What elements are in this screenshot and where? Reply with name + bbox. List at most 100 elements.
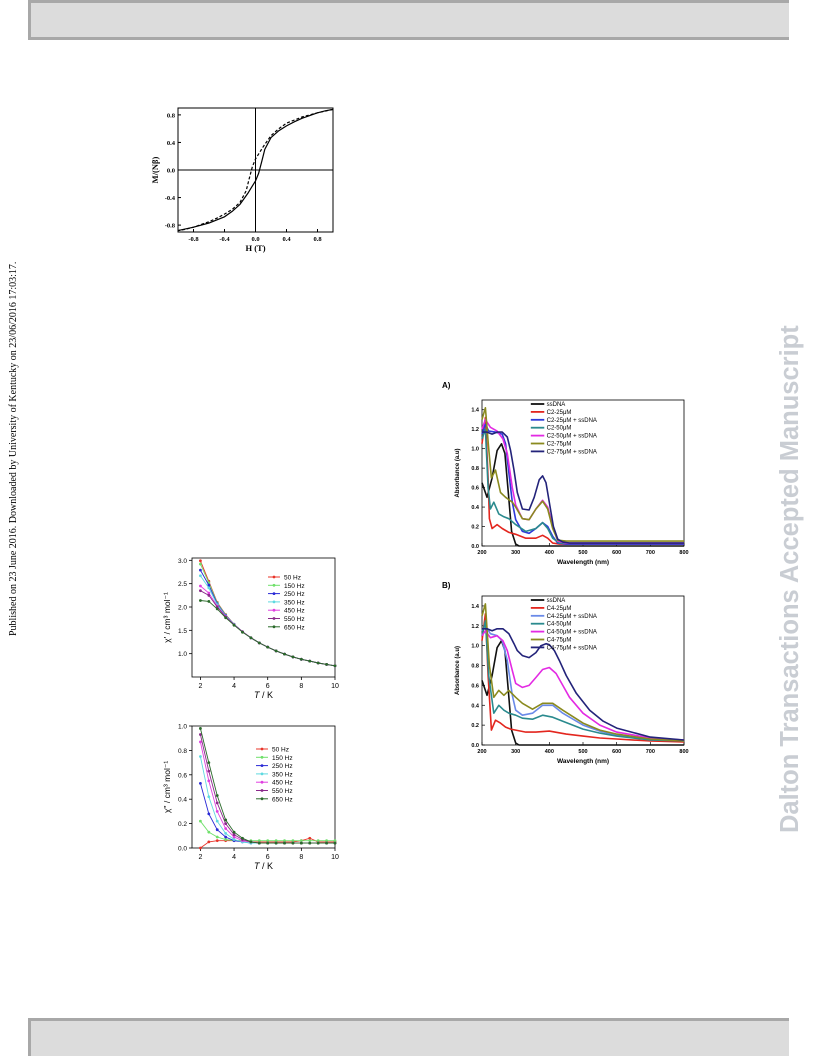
y-axis-label: χ'' / cm³ mol⁻¹ [162,761,172,813]
data-point [333,841,337,845]
series-line [200,569,336,667]
legend-label: C4-75μM + ssDNA [547,645,597,651]
legend-marker [272,592,276,595]
y-tick-label: 0.8 [167,112,176,119]
series-line [200,820,335,842]
x-tick-label: 300 [511,749,520,755]
y-axis-label: Absorbance (a.u) [455,448,461,497]
panel-label: B) [442,581,451,590]
data-point [215,794,219,797]
legend-marker [260,780,264,784]
data-point [207,769,211,773]
y-tick-label: 0.2 [471,525,479,531]
x-tick-label: 800 [679,550,688,556]
data-point [199,562,202,566]
y-tick-label: 2.5 [178,581,187,588]
y-tick-label: 1.0 [471,644,479,650]
series-line [199,560,336,667]
data-point [199,559,202,563]
y-tick-label: 1.4 [471,604,480,610]
hysteresis-branch-2 [177,108,334,232]
y-tick-label: 0.8 [471,664,479,670]
data-point [215,819,219,823]
legend-label: 550 Hz [284,616,305,623]
y-tick-label: 1.4 [471,408,480,414]
data-point [224,838,228,841]
y-tick-label: 0.4 [178,797,187,804]
y-tick-label: 0.2 [178,821,187,828]
spectrum-line [481,428,684,544]
x-axis-label: T / K [254,690,273,700]
x-tick-label: 2 [198,683,202,690]
legend-label: C4-25μM + ssDNA [547,614,597,620]
x-tick-label: 800 [679,749,688,755]
legend-label: C2-50μM [547,426,572,432]
data-point [199,568,202,572]
x-tick-label: 2 [198,854,202,861]
x-tick-label: 10 [331,854,339,861]
x-tick-label: 4 [232,854,236,861]
chi-prime-figure: 2 4 6 8 10 3.0 2.5 2.0 1.5 1.0 T / K χ' / cm³ mol⁻¹… [162,557,339,700]
spectrum-line [481,603,685,742]
data-point [325,839,328,843]
y-axis-label: Absorbance (a.u) [455,646,461,695]
legend-marker [272,600,276,604]
data-point [207,779,211,783]
data-point [274,841,278,845]
x-tick-label: 0.4 [282,236,291,243]
legend-marker [272,583,276,587]
x-tick-label: 300 [511,550,520,556]
data-point [224,831,228,835]
chi-double-prime-figure: 2 4 6 8 10 1.0 0.8 0.6 0.4 0.2 0.0 T / K χ'' / cm³ m… [162,724,339,872]
y-tick-label: 0.6 [471,683,479,689]
x-tick-label: 400 [545,749,554,755]
data-point [325,663,328,666]
x-tick-label: 10 [331,683,339,690]
x-tick-label: 4 [232,683,236,690]
y-tick-label: 3.0 [178,558,187,565]
footer-band [28,1018,789,1056]
accepted-manuscript-watermark: Dalton Transactions Accepted Manuscript [776,325,804,833]
plot-frame [191,725,336,849]
data-point [325,841,328,845]
y-tick-label: -0.4 [165,195,176,202]
y-tick-label: 0.8 [471,466,479,472]
spectrum-line [481,407,684,542]
x-axis-label: H (T) [245,243,265,253]
data-point [266,645,270,649]
data-point [274,839,278,843]
legend-label: 450 Hz [272,780,293,787]
x-tick-label: 200 [477,550,486,556]
legend-label: ssDNA [547,402,566,408]
y-tick-label: 0.2 [471,723,479,729]
data-point [207,583,211,587]
publication-side-note: Published on 23 June 2016. Downloaded by… [8,261,19,636]
y-tick-label: -0.8 [165,223,176,230]
data-point [207,795,211,799]
legend-label: 350 Hz [272,771,293,778]
data-point [241,836,244,840]
data-point [215,801,219,805]
uv-vis-panel-a: A) 200 300 400 500 600 700 800 0.0 0.2 0.4 0.6 0.8 1.… [442,381,689,566]
data-point [266,841,270,845]
y-tick-label: 0.4 [167,140,176,147]
y-tick-label: 1.2 [471,624,479,630]
x-tick-label: 0.8 [313,236,322,243]
data-point [215,828,219,832]
series-line [200,585,336,667]
x-tick-label: -0.8 [188,236,199,243]
legend-marker [272,625,276,629]
data-point [224,818,228,822]
data-point [249,636,253,640]
legend-label: C4-75μM [547,638,572,644]
hysteresis-figure: -0.8 -0.4 0.0 0.4 0.8 0.8 0.4 0.0 -0.4 -0.8 H (T) M… [150,107,334,253]
y-axis-label: M/(Nβ) [150,157,160,184]
spectrum-line [482,628,685,741]
y-tick-label: 1.0 [178,724,187,731]
spectrum-line [481,630,685,741]
x-tick-label: 500 [578,550,587,556]
data-point [316,661,320,665]
data-point [232,838,236,841]
plot-frame [191,557,336,678]
uv-vis-panel-b: B) 200 300 400 500 600 700 800 0.0 0.2 0.4 0.6 0.8 1.… [442,581,689,765]
